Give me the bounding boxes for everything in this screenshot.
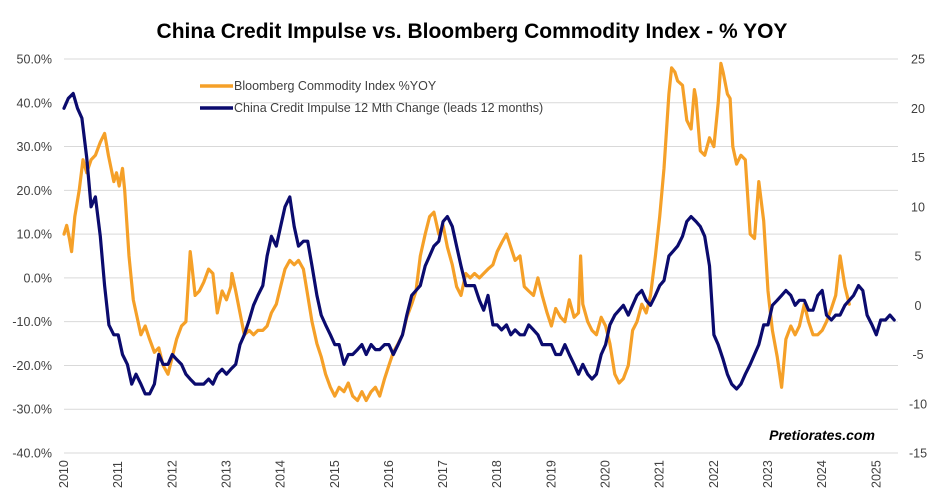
right-tick-label: 25 [911, 53, 925, 67]
x-tick-label: 2011 [111, 461, 125, 488]
x-tick-label: 2017 [436, 460, 450, 488]
left-tick-label: 40.0% [17, 96, 52, 110]
series-layer [62, 61, 896, 403]
left-tick-label: 50.0% [17, 53, 52, 67]
legend-label-commodity: Bloomberg Commodity Index %YOY [234, 79, 437, 93]
x-tick-label: 2021 [653, 460, 667, 488]
right-tick-label: -10 [909, 397, 927, 411]
right-tick-label: 0 [915, 299, 922, 313]
chart-title: China Credit Impulse vs. Bloomberg Commo… [157, 20, 788, 43]
x-tick-label: 2018 [490, 460, 504, 488]
right-tick-label: 15 [911, 151, 925, 165]
x-tick-label: 2019 [544, 460, 558, 488]
right-tick-label: -5 [912, 348, 923, 362]
x-tick-label: 2010 [57, 460, 71, 488]
right-tick-label: 10 [911, 200, 925, 214]
right-axis-ticks: 25 20 15 10 5 0 -5 -10 -15 [909, 53, 927, 461]
x-tick-label: 2013 [219, 460, 233, 488]
legend: Bloomberg Commodity Index %YOY China Cre… [200, 79, 543, 115]
left-tick-label: 30.0% [17, 140, 52, 154]
x-tick-label: 2015 [328, 460, 342, 488]
left-axis-ticks: 50.0% 40.0% 30.0% 20.0% 10.0% 0.0% -10.0% -20.0… [12, 53, 52, 461]
right-tick-label: 5 [915, 250, 922, 264]
series-credit-impulse-line [62, 91, 896, 396]
left-tick-label: -10.0% [12, 315, 52, 329]
x-tick-label: 2022 [707, 460, 721, 488]
watermark: Pretiorates.com [769, 427, 875, 443]
x-tick-label: 2016 [382, 460, 396, 488]
right-tick-label: -15 [909, 447, 927, 461]
x-tick-label: 2020 [599, 460, 613, 488]
x-tick-label: 2012 [165, 460, 179, 488]
left-tick-label: 0.0% [24, 271, 53, 285]
left-tick-label: 10.0% [17, 228, 52, 242]
left-tick-label: -20.0% [12, 359, 52, 373]
x-tick-label: 2014 [274, 460, 288, 488]
right-tick-label: 20 [911, 102, 925, 116]
series-commodity-line [62, 61, 851, 403]
left-tick-label: -40.0% [12, 447, 52, 461]
x-tick-label: 2025 [869, 460, 883, 488]
legend-label-impulse: China Credit Impulse 12 Mth Change (lead… [234, 101, 543, 115]
left-tick-label: 20.0% [17, 184, 52, 198]
x-axis-ticks: 2010 2011 2012 2013 2014 2015 2016 2017 2018 2019… [57, 460, 883, 488]
left-tick-label: -30.0% [12, 403, 52, 417]
x-tick-label: 2023 [761, 460, 775, 488]
x-tick-label: 2024 [815, 460, 829, 488]
